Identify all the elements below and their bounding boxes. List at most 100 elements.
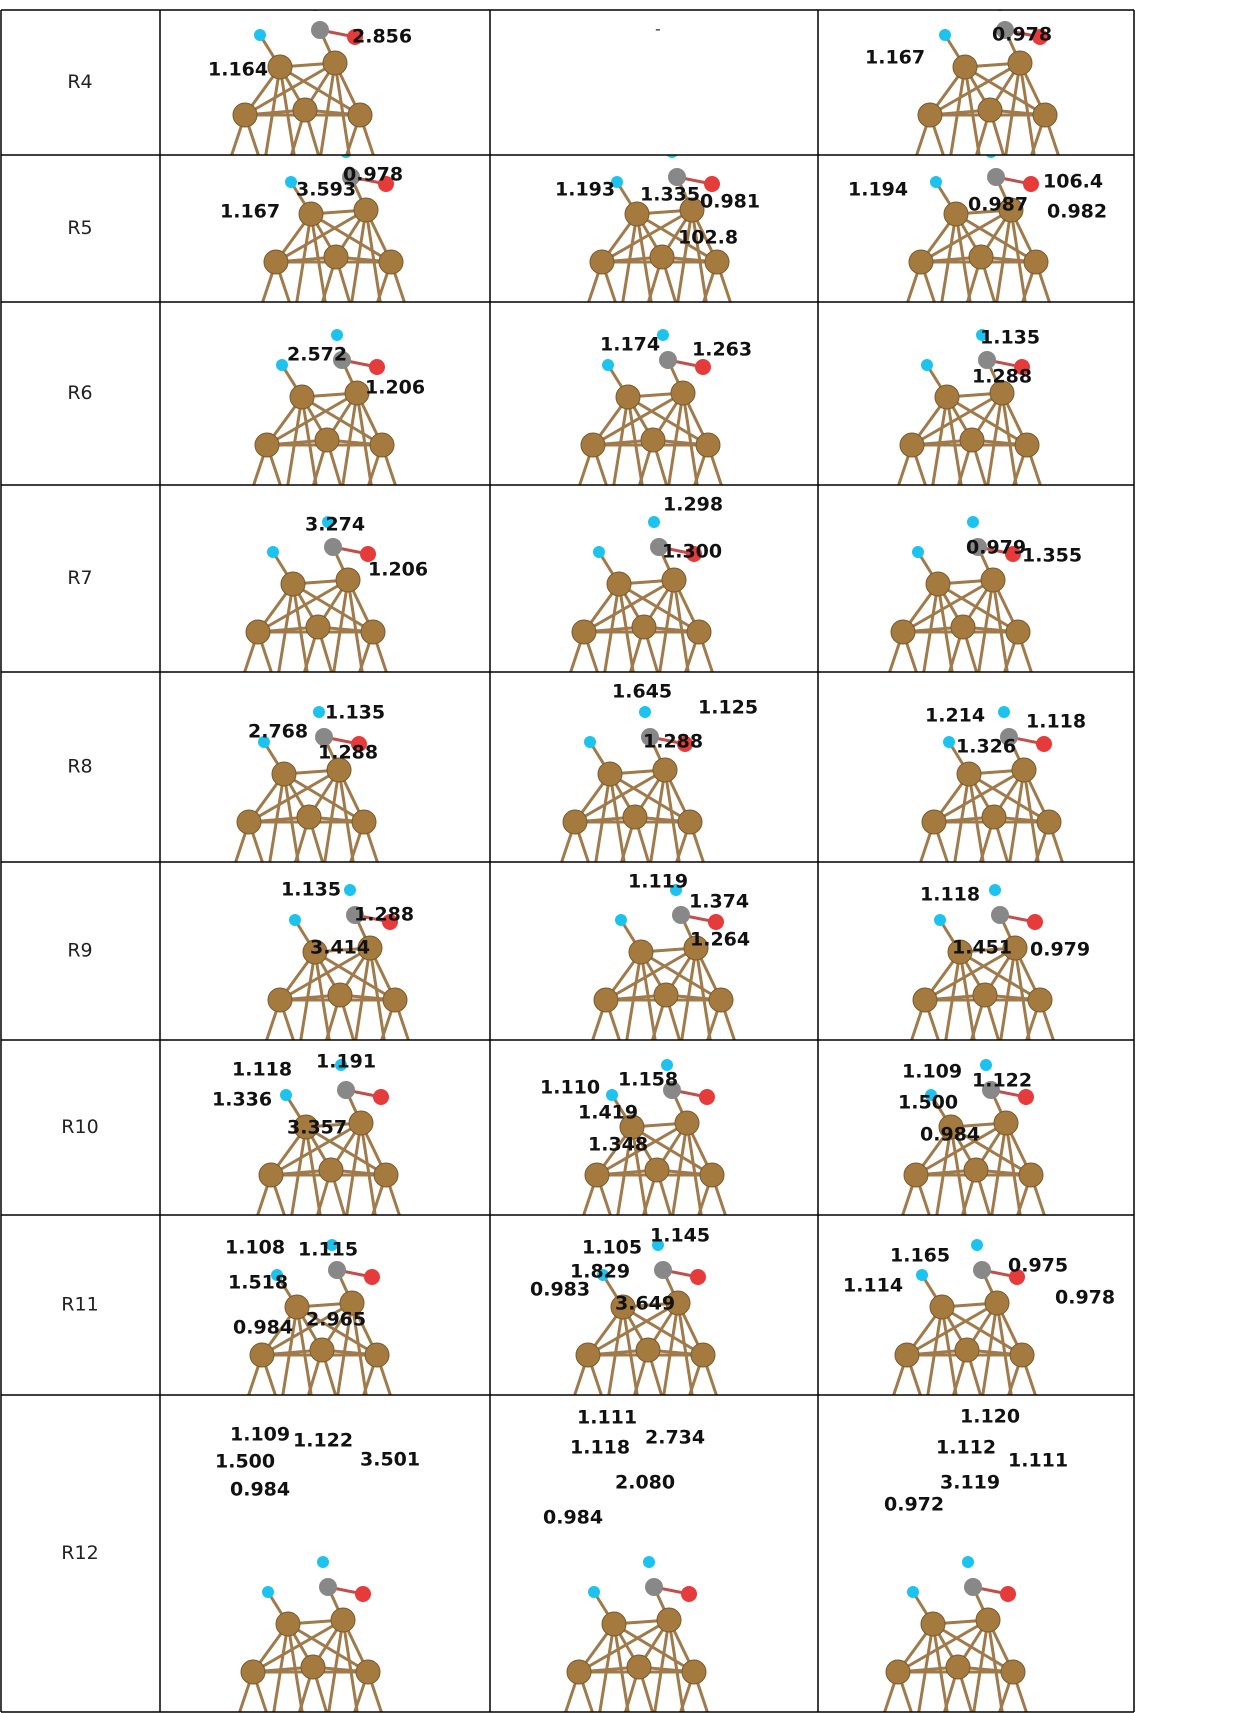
bond-length: 1.206 — [368, 559, 428, 581]
cu-atom — [348, 103, 372, 127]
bonds — [265, 915, 410, 1045]
cu-atom — [922, 810, 946, 834]
cu-atom — [361, 620, 385, 644]
h-atom — [985, 146, 997, 158]
cu-atom — [700, 1163, 724, 1187]
cu-atom — [921, 1612, 945, 1636]
row-label: R5 — [67, 217, 92, 239]
h-atom — [943, 736, 955, 748]
bonds — [560, 737, 705, 867]
h-atom — [666, 146, 678, 158]
structure-table: R41.1642.856-1.1670.978R51.1673.5930.978… — [0, 0, 1238, 1713]
bond-length: 1.288 — [318, 742, 378, 764]
cu-atom — [581, 433, 605, 457]
cu-atom — [246, 620, 270, 644]
structure-cell: 1.1673.5930.978 — [220, 146, 406, 307]
h-atom — [317, 1556, 329, 1568]
row-label: R6 — [67, 382, 92, 404]
cu-atom — [352, 810, 376, 834]
cu-atom — [319, 1158, 343, 1182]
bond-length: 1.164 — [208, 59, 268, 81]
empty-mark: - — [655, 20, 661, 39]
bond-length: 1.193 — [555, 179, 615, 201]
cu-atom — [1024, 250, 1048, 274]
row-label: R11 — [61, 1294, 98, 1316]
structure-cell: - — [655, 20, 661, 39]
bond-length: 1.500 — [898, 1092, 958, 1114]
bond-length: 0.984 — [233, 1317, 293, 1339]
cu-atom — [293, 98, 317, 122]
bond-length: 1.263 — [692, 339, 752, 361]
cu-atom — [654, 983, 678, 1007]
h-atom — [588, 1586, 600, 1598]
cu-atom — [383, 988, 407, 1012]
structure-cell: 2.7681.1351.288 — [234, 702, 385, 868]
bonds — [915, 30, 1060, 160]
bond-length: 3.357 — [287, 1117, 347, 1139]
cu-atom — [598, 762, 622, 786]
bond-length: 0.975 — [1008, 1255, 1068, 1277]
bond-length: 102.8 — [678, 227, 738, 249]
structure-cell: 1.1741.263 — [578, 329, 752, 490]
cu-atom — [678, 810, 702, 834]
c-atom — [672, 906, 690, 924]
h-atom — [289, 914, 301, 926]
cu-atom — [1008, 51, 1032, 75]
cu-atom — [301, 1655, 325, 1679]
cu-atom — [1019, 1163, 1043, 1187]
bond-length: 0.979 — [966, 537, 1026, 559]
cu-atom — [572, 620, 596, 644]
c-atom — [324, 538, 342, 556]
bond-length: 0.978 — [992, 24, 1052, 46]
c-atom — [991, 906, 1009, 924]
o-atom — [1000, 1586, 1016, 1602]
bond-length: 1.105 — [582, 1237, 642, 1259]
cu-atom — [981, 568, 1005, 592]
bond-length: 0.982 — [1047, 201, 1107, 223]
h-atom — [606, 1089, 618, 1101]
cu-atom — [349, 1111, 373, 1135]
cu-atom — [268, 988, 292, 1012]
cu-atom — [636, 1338, 660, 1362]
cu-atom — [602, 1612, 626, 1636]
row-label: R4 — [67, 71, 92, 93]
cu-atom — [900, 433, 924, 457]
bond-length: 1.335 — [640, 184, 700, 206]
bond-length: 0.979 — [1030, 939, 1090, 961]
bond-length: 1.300 — [662, 541, 722, 563]
cu-atom — [629, 940, 653, 964]
cu-atom — [1028, 988, 1052, 1012]
bonds — [243, 547, 388, 677]
cu-atom — [336, 568, 360, 592]
structure-cell: 1.1081.1151.5180.9842.965 — [225, 1237, 392, 1401]
cu-atom — [964, 1158, 988, 1182]
cu-atom — [310, 1338, 334, 1362]
c-atom — [973, 1261, 991, 1279]
bond-length: 1.115 — [298, 1239, 358, 1261]
bond-length: 1.145 — [650, 1225, 710, 1247]
cu-atom — [290, 385, 314, 409]
cu-atom — [918, 103, 942, 127]
h-atom — [331, 329, 343, 341]
cu-atom — [374, 1163, 398, 1187]
bond-length: 0.972 — [884, 1494, 944, 1516]
bond-length: 3.649 — [615, 1293, 675, 1315]
bond-length: 1.111 — [1008, 1450, 1068, 1472]
h-atom — [907, 1586, 919, 1598]
c-atom — [654, 1261, 672, 1279]
cu-atom — [627, 1655, 651, 1679]
cu-atom — [1015, 433, 1039, 457]
cu-atom — [594, 988, 618, 1012]
cu-atom — [276, 1612, 300, 1636]
cu-atom — [978, 98, 1002, 122]
cu-atom — [671, 381, 695, 405]
cu-atom — [306, 615, 330, 639]
bond-length: 1.118 — [232, 1059, 292, 1081]
row-label: R7 — [67, 567, 92, 589]
structure-cell: 1.6451.1251.288 — [560, 681, 758, 868]
structure-cell: 1.1201.1121.1113.1190.972 — [883, 1406, 1068, 1713]
c-atom — [319, 1578, 337, 1596]
cu-atom — [233, 103, 257, 127]
